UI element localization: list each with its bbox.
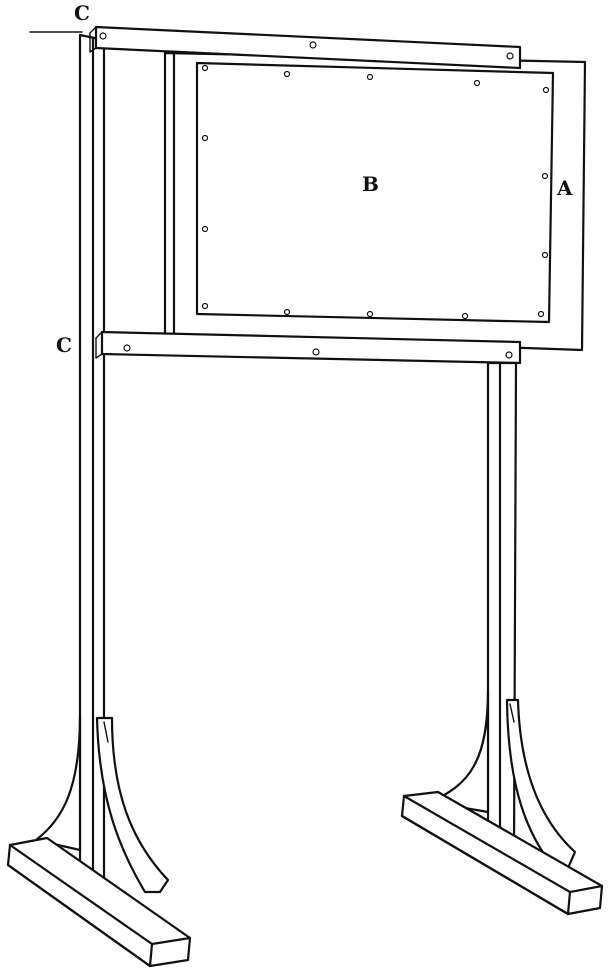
right-upright <box>486 361 518 852</box>
bottom-crossbar <box>95 330 522 365</box>
right-foot <box>400 688 604 916</box>
label-c-top: C <box>74 1 90 25</box>
top-crossbar <box>89 25 522 70</box>
board-b <box>195 61 555 324</box>
left-foot <box>6 713 192 968</box>
label-b: B <box>362 172 379 196</box>
label-c-bottom: C <box>56 333 72 357</box>
label-a: A <box>556 176 573 200</box>
